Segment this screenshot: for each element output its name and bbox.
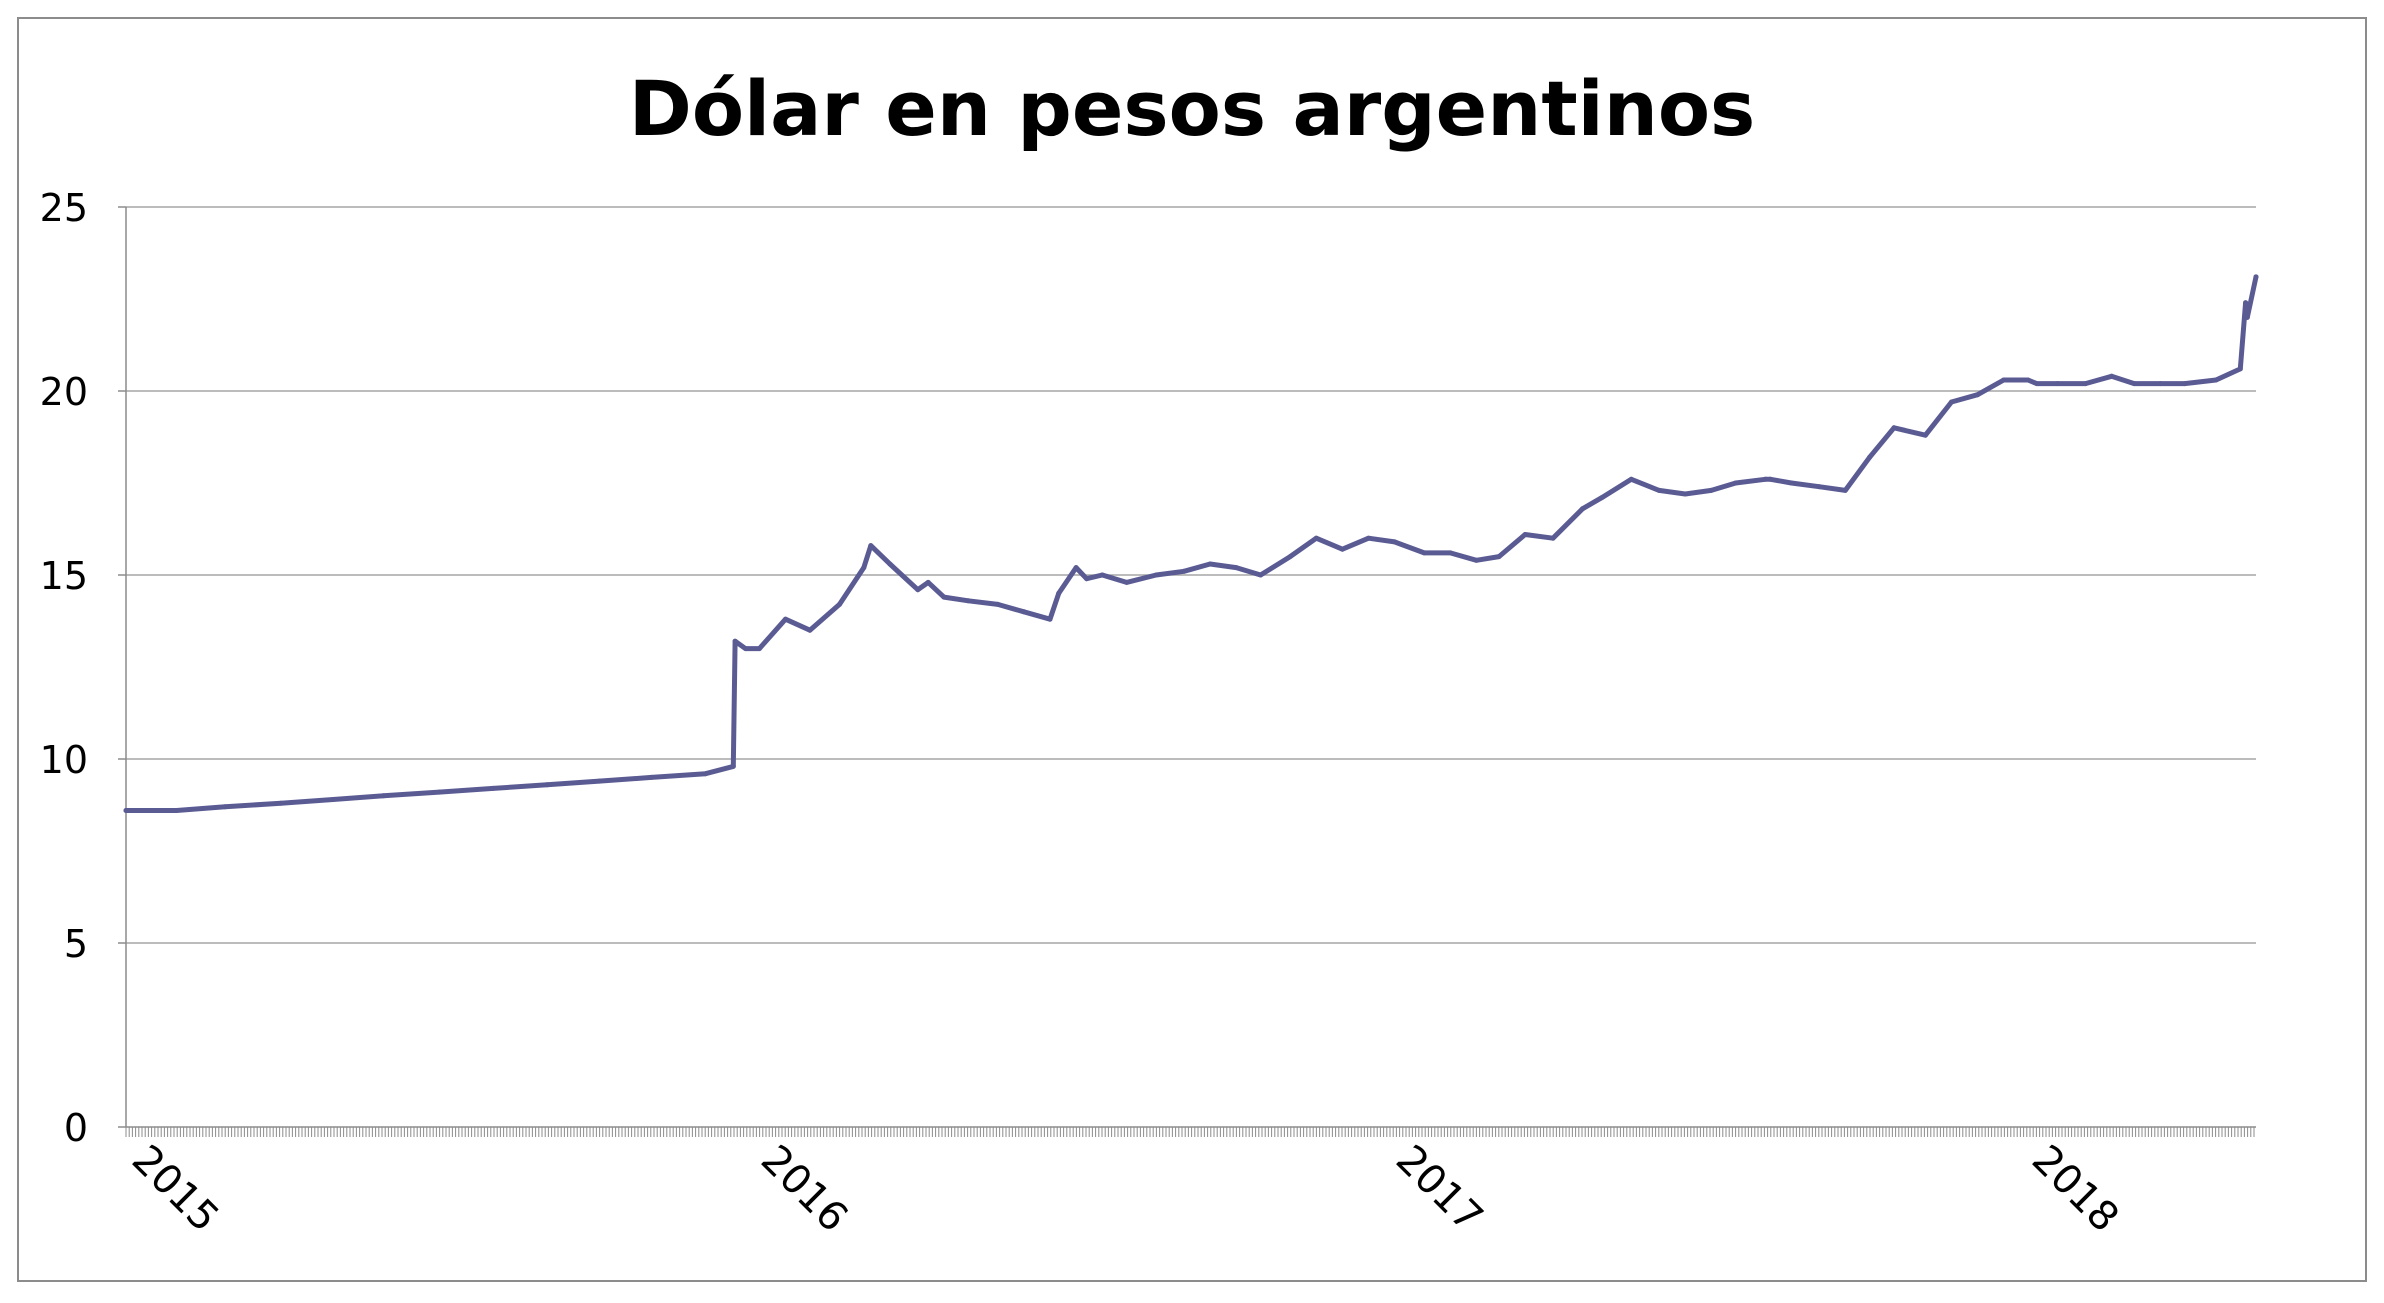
y-axis: 0 5 10 15 20 25 bbox=[40, 186, 127, 1150]
data-point bbox=[278, 800, 284, 806]
data-point bbox=[2025, 377, 2031, 383]
data-point bbox=[1207, 561, 1213, 567]
data-point bbox=[1762, 476, 1768, 482]
y-tick-label: 0 bbox=[64, 1106, 88, 1150]
data-point bbox=[995, 601, 1001, 607]
data-point bbox=[222, 804, 228, 810]
data-point bbox=[2109, 373, 2115, 379]
data-point bbox=[1580, 506, 1585, 512]
data-point bbox=[174, 808, 179, 813]
data-point bbox=[381, 793, 386, 799]
data-point bbox=[1682, 491, 1688, 497]
data-point bbox=[1099, 572, 1105, 578]
data-point bbox=[915, 587, 921, 593]
data-point bbox=[1233, 565, 1239, 571]
data-point bbox=[1922, 432, 1928, 438]
data-point bbox=[1496, 554, 1502, 560]
data-point bbox=[1599, 495, 1605, 501]
data-point bbox=[2083, 381, 2088, 387]
y-tick-label: 5 bbox=[64, 922, 88, 966]
data-point bbox=[2244, 314, 2250, 320]
data-point bbox=[1473, 557, 1479, 563]
data-point bbox=[1656, 487, 1662, 493]
data-point bbox=[1842, 487, 1848, 493]
data-point bbox=[1258, 572, 1264, 578]
data-point bbox=[1816, 484, 1822, 490]
data-point bbox=[756, 646, 762, 652]
data-point bbox=[2253, 274, 2259, 280]
data-point bbox=[544, 782, 550, 788]
data-point bbox=[925, 579, 931, 585]
data-point bbox=[1733, 480, 1739, 486]
data-point bbox=[941, 594, 947, 600]
data-point bbox=[1550, 535, 1556, 541]
data-point bbox=[649, 774, 654, 780]
data-point bbox=[2157, 381, 2163, 387]
data-point bbox=[490, 785, 496, 791]
data-point bbox=[965, 598, 971, 604]
data-point bbox=[703, 771, 708, 777]
data-point bbox=[1021, 609, 1027, 615]
data-point bbox=[1124, 579, 1130, 585]
data-point bbox=[1891, 425, 1897, 431]
data-point bbox=[330, 797, 336, 802]
data-point bbox=[2182, 381, 2188, 387]
data-point bbox=[2243, 300, 2249, 306]
data-point bbox=[1181, 568, 1187, 574]
x-tick-marks bbox=[125, 1127, 2255, 1137]
data-point bbox=[732, 638, 738, 644]
data-point bbox=[1287, 554, 1293, 560]
data-point bbox=[783, 616, 788, 622]
data-point bbox=[1366, 535, 1371, 541]
data-point bbox=[1084, 576, 1090, 582]
data-point bbox=[2001, 377, 2007, 383]
y-tick-label: 10 bbox=[40, 738, 88, 782]
data-point bbox=[1975, 392, 1981, 398]
data-point bbox=[1392, 539, 1398, 545]
series-layer bbox=[123, 274, 2259, 813]
data-point bbox=[1867, 454, 1873, 460]
data-point bbox=[2213, 377, 2219, 383]
data-point bbox=[436, 789, 442, 795]
data-point bbox=[730, 763, 736, 769]
data-point bbox=[1447, 550, 1453, 556]
data-point bbox=[1628, 476, 1634, 482]
data-point bbox=[2034, 381, 2040, 387]
y-tick-label: 20 bbox=[40, 370, 88, 414]
data-point bbox=[1421, 550, 1427, 556]
data-point bbox=[1949, 399, 1954, 405]
data-point bbox=[2237, 366, 2243, 372]
data-point bbox=[1047, 616, 1053, 622]
data-point bbox=[1339, 546, 1345, 552]
gridlines bbox=[126, 206, 2256, 944]
data-point bbox=[1768, 476, 1773, 482]
data-point bbox=[837, 601, 842, 607]
chart-title: Dólar en pesos argentinos bbox=[629, 64, 1756, 153]
data-point bbox=[1056, 590, 1062, 596]
data-point bbox=[1313, 535, 1319, 541]
y-tick-label: 25 bbox=[40, 186, 88, 230]
data-point bbox=[743, 646, 748, 652]
data-point bbox=[596, 778, 602, 784]
data-point bbox=[2055, 381, 2061, 387]
y-tick-label: 15 bbox=[40, 554, 88, 598]
data-point bbox=[887, 561, 893, 567]
data-point bbox=[2131, 381, 2137, 387]
data-point bbox=[861, 565, 867, 571]
data-point bbox=[1522, 532, 1528, 537]
data-point bbox=[1788, 480, 1794, 486]
chart-border bbox=[17, 17, 2367, 1282]
data-point bbox=[807, 627, 813, 633]
data-point bbox=[1073, 565, 1079, 571]
data-point bbox=[123, 808, 129, 813]
data-point bbox=[1708, 487, 1714, 493]
data-point bbox=[868, 543, 874, 549]
data-point bbox=[1153, 572, 1159, 578]
